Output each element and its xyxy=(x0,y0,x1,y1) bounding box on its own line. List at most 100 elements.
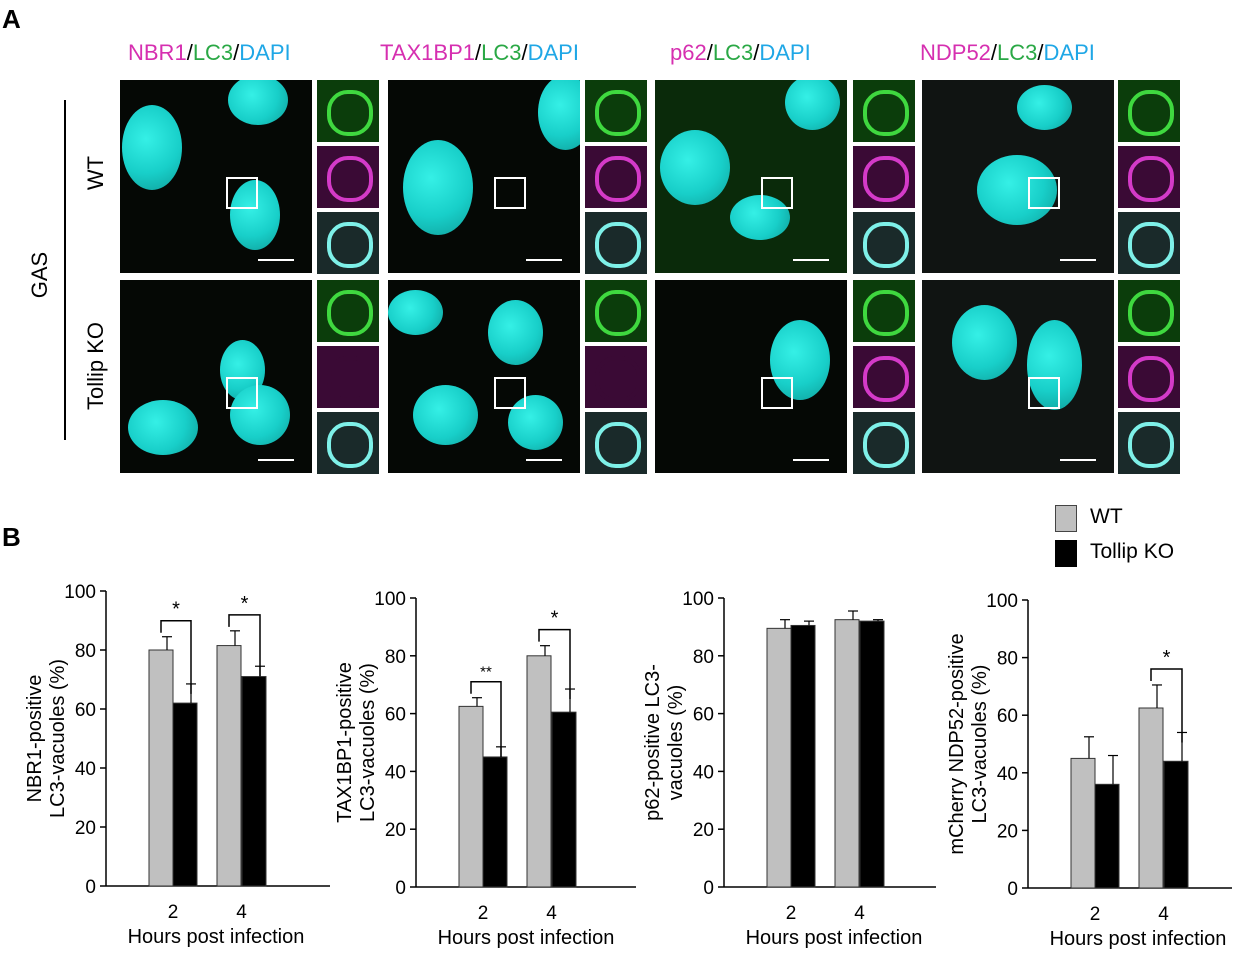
zoom-inset xyxy=(1118,212,1180,274)
marker-label: NBR1 xyxy=(128,40,187,65)
lc3-label: LC3 xyxy=(481,40,522,65)
zoom-inset xyxy=(317,412,379,474)
nucleus xyxy=(230,180,280,250)
zoom-box xyxy=(493,176,526,209)
zoom-inset xyxy=(1118,412,1180,474)
bar-wt xyxy=(148,649,174,887)
bar-wt xyxy=(216,645,242,887)
row-label-wt: WT xyxy=(83,155,108,191)
significance-bracket xyxy=(160,619,192,694)
nucleus xyxy=(403,140,473,235)
legend-swatch-tollip-ko xyxy=(1055,540,1077,567)
zoom-box xyxy=(225,176,258,209)
zoom-inset xyxy=(317,346,379,408)
micrograph xyxy=(922,280,1114,473)
zoom-inset xyxy=(585,280,647,342)
nucleus xyxy=(128,400,198,455)
y-tick-label: 100 xyxy=(374,589,406,610)
nucleus xyxy=(770,320,830,400)
significance-label: ** xyxy=(480,664,492,681)
significance-label: * xyxy=(551,608,559,630)
scale-bar xyxy=(526,259,562,261)
y-axis-label: p62-positive LC3- xyxy=(642,664,664,821)
zoom-inset xyxy=(853,80,915,142)
nucleus xyxy=(413,385,478,445)
y-tick-label: 60 xyxy=(75,700,96,721)
y-tick-label: 60 xyxy=(385,705,406,726)
panel-a-label: A xyxy=(2,4,21,34)
zoom-inset xyxy=(585,412,647,474)
bar-tollip-ko xyxy=(859,620,885,888)
nucleus xyxy=(1017,85,1072,130)
zoom-inset xyxy=(853,212,915,274)
y-tick-label: 40 xyxy=(693,762,714,783)
zoom-inset xyxy=(1118,346,1180,408)
y-tick-label: 100 xyxy=(986,591,1018,612)
nucleus xyxy=(1027,320,1082,410)
zoom-inset xyxy=(853,412,915,474)
scale-bar xyxy=(1060,259,1096,261)
column-title-p62: p62/LC3/DAPI xyxy=(670,40,811,66)
nucleus xyxy=(785,80,840,130)
y-axis-label: vacuoles (%) xyxy=(665,685,687,801)
column-title-ndp52: NDP52/LC3/DAPI xyxy=(920,40,1095,66)
nucleus xyxy=(538,80,580,150)
y-tick-label: 100 xyxy=(682,589,714,610)
zoom-inset xyxy=(585,146,647,208)
zoom-box xyxy=(1027,376,1060,409)
scale-bar xyxy=(793,259,829,261)
y-tick-label: 20 xyxy=(385,820,406,841)
row-label-tollip-ko: Tollip KO xyxy=(83,321,108,411)
nucleus xyxy=(730,195,790,240)
micrograph xyxy=(120,280,312,473)
bar-wt xyxy=(526,655,552,888)
zoom-inset xyxy=(853,280,915,342)
legend-swatch-wt xyxy=(1055,505,1077,532)
x-axis-label: Hours post infection xyxy=(438,927,615,949)
x-tick-label: 2 xyxy=(1090,904,1101,925)
marker-label: p62 xyxy=(670,40,707,65)
micrograph xyxy=(388,80,580,273)
nucleus xyxy=(122,105,182,190)
y-axis-label: LC3-vacuoles (%) xyxy=(47,659,69,818)
y-tick-label: 0 xyxy=(395,878,406,899)
separator: / xyxy=(706,40,713,65)
zoom-inset xyxy=(317,212,379,274)
zoom-inset xyxy=(853,346,915,408)
lc3-label: LC3 xyxy=(997,40,1038,65)
significance-bracket xyxy=(470,680,502,757)
significance-bracket xyxy=(228,614,261,677)
separator: / xyxy=(1037,40,1044,65)
y-axis-label: LC3-vacuoles (%) xyxy=(357,663,379,822)
separator: / xyxy=(474,40,482,65)
significance-label: * xyxy=(172,599,180,621)
zoom-inset xyxy=(1118,146,1180,208)
x-axis-label: Hours post infection xyxy=(128,926,305,948)
micrograph xyxy=(655,280,847,473)
micrograph xyxy=(922,80,1114,273)
zoom-box xyxy=(1027,176,1060,209)
micrograph xyxy=(388,280,580,473)
bar-tollip-ko xyxy=(1163,760,1189,889)
separator: / xyxy=(990,40,998,65)
y-tick-label: 0 xyxy=(703,878,714,899)
y-axis-label: NBR1-positive xyxy=(24,675,46,803)
group-bracket-line xyxy=(64,100,66,440)
bar-wt xyxy=(834,619,860,888)
marker-label: NDP52 xyxy=(920,40,991,65)
column-title-nbr1: NBR1/LC3/DAPI xyxy=(128,40,291,66)
x-tick-label: 4 xyxy=(1158,904,1169,925)
scale-bar xyxy=(258,459,294,461)
zoom-inset xyxy=(585,80,647,142)
y-axis-label: LC3-vacuoles (%) xyxy=(969,665,991,824)
nucleus xyxy=(977,155,1057,225)
y-tick-label: 80 xyxy=(75,641,96,662)
dapi-label: DAPI xyxy=(239,40,291,65)
x-axis-label: Hours post infection xyxy=(1050,928,1227,950)
y-axis-label: TAX1BP1-positive xyxy=(334,662,356,823)
y-tick-label: 0 xyxy=(85,877,96,898)
x-tick-label: 2 xyxy=(786,903,797,924)
x-tick-label: 2 xyxy=(168,902,179,923)
x-tick-label: 4 xyxy=(854,903,865,924)
